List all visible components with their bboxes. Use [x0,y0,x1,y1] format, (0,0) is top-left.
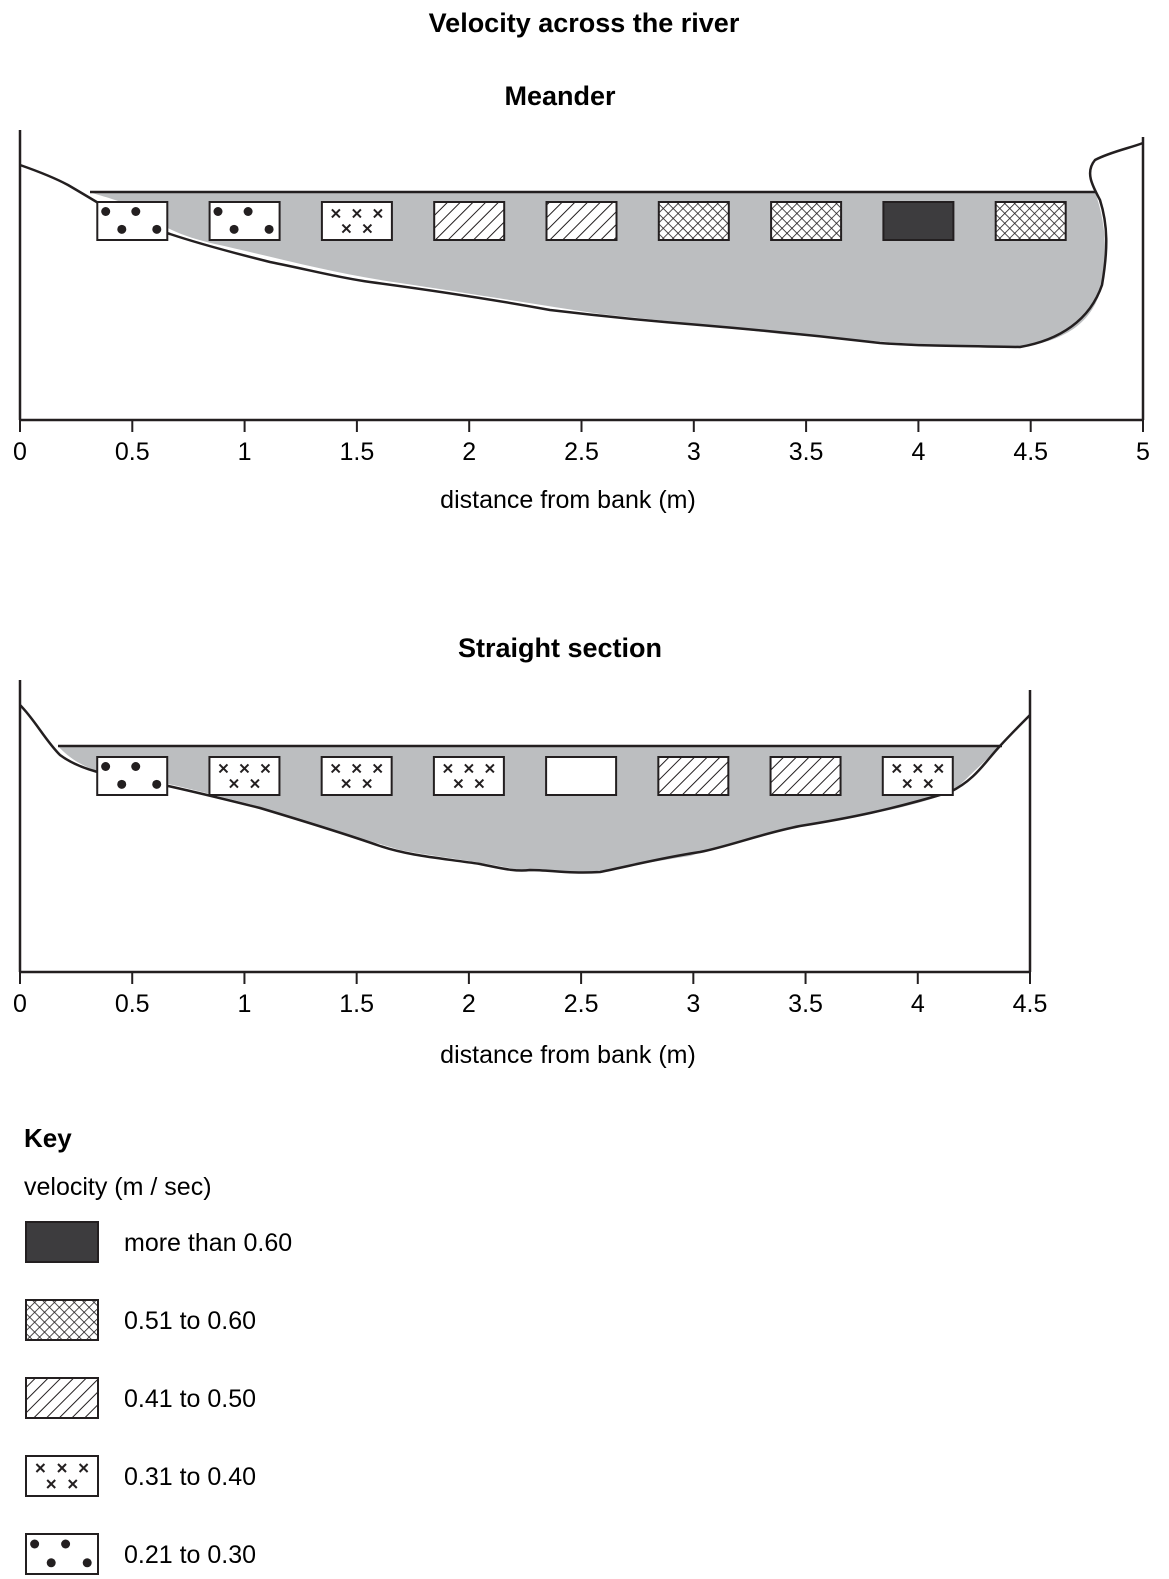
straight-velocity-box [208,756,281,796]
straight-tick-label: 3.5 [788,990,823,1018]
meander-velocity-box [994,201,1067,241]
straight-water [58,746,1002,872]
dots-swatch-icon [25,1533,99,1575]
cross-hatch-swatch-icon [25,1299,99,1341]
meander-velocity-box [545,201,618,241]
straight-velocity-box [320,756,393,796]
meander-tick-label: 2 [462,438,476,466]
meander-tick-label: 1.5 [340,438,375,466]
meander-chart: Meander 0 0.5 1 1.5 2 2.5 3 3.5 4 4.5 5 distance f… [13,81,1150,514]
meander-tick-label: 3 [687,438,701,466]
legend-item-label: 0.21 to 0.30 [124,1541,256,1569]
meander-velocity-box [208,201,281,241]
straight-chart: Straight section 0 0.5 1 1.5 2 2.5 3 3.5 4 4.5 di… [13,633,1047,1069]
straight-x-ticks: 0 0.5 1 1.5 2 2.5 3 3.5 4 4.5 [13,972,1047,1018]
straight-x-axis-label: distance from bank (m) [440,1041,696,1069]
cross-marks-swatch-icon [25,1455,99,1497]
straight-velocity-box [432,756,505,796]
straight-tick-label: 0 [13,990,27,1018]
straight-tick-label: 2 [462,990,476,1018]
straight-tick-label: 3 [686,990,700,1018]
solid-dark-swatch-icon [25,1221,99,1263]
straight-velocity-box [545,756,618,796]
meander-tick-label: 4 [911,438,925,466]
meander-velocity-box [96,201,169,241]
meander-x-axis-label: distance from bank (m) [440,486,696,514]
meander-velocity-boxes [96,201,1067,241]
straight-velocity-box [881,756,954,796]
meander-title: Meander [504,81,616,111]
straight-velocity-box [769,756,842,796]
straight-tick-label: 4.5 [1013,990,1048,1018]
meander-tick-label: 1 [238,438,252,466]
legend-item-label: 0.51 to 0.60 [124,1307,256,1335]
legend-items: more than 0.60 0.51 to 0.60 0.41 to 0.50 0.… [25,1221,292,1575]
legend-title: Key [24,1123,72,1153]
meander-tick-label: 5 [1136,438,1150,466]
legend-item-label: more than 0.60 [124,1229,292,1257]
straight-velocity-box [96,756,169,796]
legend-item-label: 0.31 to 0.40 [124,1463,256,1491]
legend: Key velocity (m / sec) more than 0.60 0.5… [24,1123,292,1575]
meander-tick-label: 2.5 [564,438,599,466]
straight-title: Straight section [458,633,662,663]
diagonal-hatch-swatch-icon [25,1377,99,1419]
meander-tick-label: 0 [13,438,27,466]
meander-tick-label: 3.5 [789,438,824,466]
straight-tick-label: 1.5 [339,990,374,1018]
legend-item-label: 0.41 to 0.50 [124,1385,256,1413]
straight-tick-label: 0.5 [115,990,150,1018]
page-title: Velocity across the river [429,8,740,38]
straight-tick-label: 1 [237,990,251,1018]
meander-velocity-box [882,201,955,241]
straight-tick-label: 2.5 [564,990,599,1018]
meander-velocity-box [770,201,843,241]
meander-velocity-box [433,201,506,241]
straight-velocity-boxes [96,756,954,796]
meander-tick-label: 0.5 [115,438,150,466]
meander-tick-label: 4.5 [1013,438,1048,466]
meander-x-ticks: 0 0.5 1 1.5 2 2.5 3 3.5 4 4.5 5 [13,420,1150,466]
straight-tick-label: 4 [911,990,925,1018]
meander-velocity-box [657,201,730,241]
straight-velocity-box [657,756,730,796]
legend-subtitle: velocity (m / sec) [24,1173,212,1201]
meander-velocity-box [320,201,393,241]
